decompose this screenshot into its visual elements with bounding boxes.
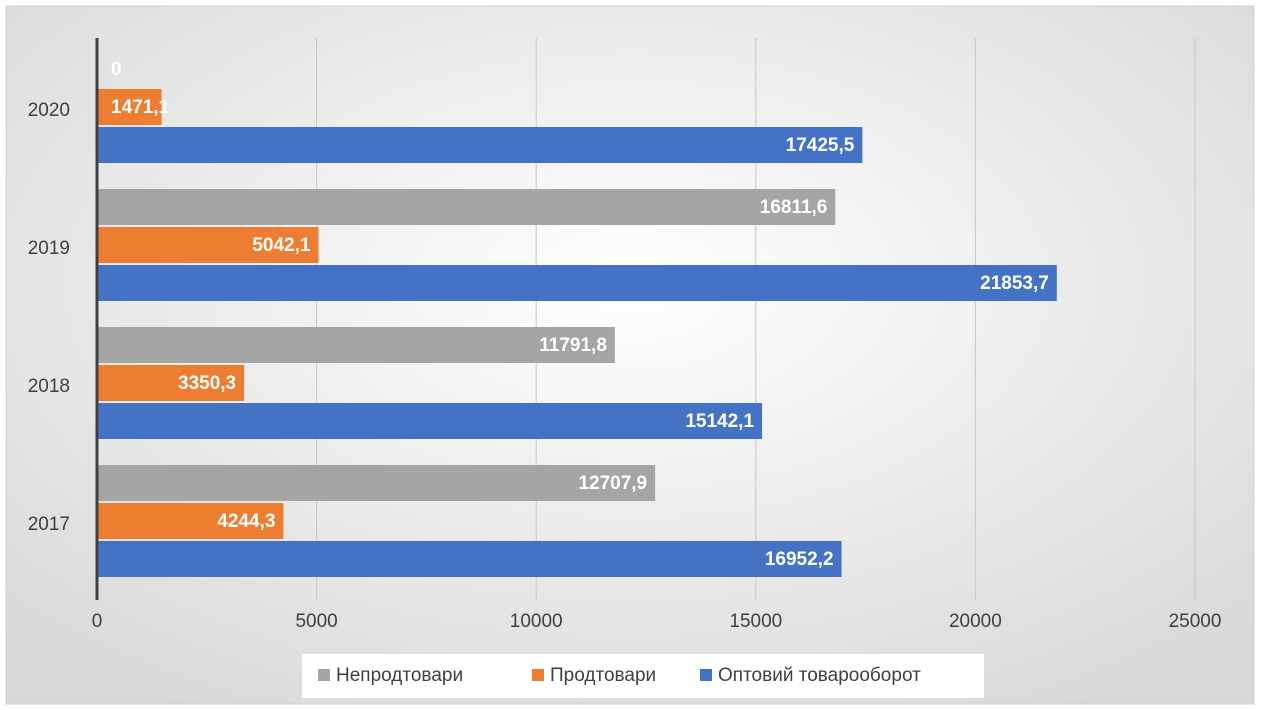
- bar: [97, 365, 245, 401]
- x-tick-label: 25000: [1169, 611, 1222, 632]
- bar: [97, 227, 319, 263]
- bar: [97, 189, 836, 225]
- value-label: 21853,7: [980, 273, 1049, 294]
- bar: [97, 89, 162, 125]
- bar: [97, 265, 1057, 301]
- y-tick-label: 2019: [28, 238, 70, 259]
- value-label: 5042,1: [252, 235, 311, 256]
- x-tick-label: 20000: [949, 611, 1002, 632]
- legend-swatch: [318, 669, 330, 681]
- value-label: 16952,2: [765, 549, 834, 570]
- value-label: 12707,9: [578, 473, 647, 494]
- x-tick-label: 15000: [729, 611, 782, 632]
- value-label: 16811,6: [760, 197, 828, 218]
- bar: [97, 403, 763, 439]
- bar: [97, 127, 863, 163]
- legend-label: Оптовий товарооборот: [718, 665, 921, 686]
- value-label: 1471,1: [111, 97, 170, 118]
- legend-label: Продтовари: [550, 665, 656, 686]
- value-label: 0: [111, 59, 122, 80]
- y-tick-label: 2018: [28, 376, 70, 397]
- bar: [97, 503, 284, 539]
- value-label: 17425,5: [786, 135, 855, 156]
- bar: [97, 465, 656, 501]
- legend-swatch: [532, 669, 544, 681]
- x-tick-label: 5000: [295, 611, 337, 632]
- bar: [97, 541, 842, 577]
- value-label: 11791,8: [539, 335, 607, 356]
- x-tick-label: 0: [92, 611, 103, 632]
- legend-box: [302, 654, 984, 698]
- y-tick-label: 2020: [28, 100, 70, 121]
- value-label: 4244,3: [217, 511, 275, 532]
- value-label: 15142,1: [685, 411, 754, 432]
- value-label: 3350,3: [178, 373, 236, 394]
- bar: [97, 327, 615, 363]
- legend-swatch: [700, 669, 712, 681]
- y-tick-label: 2017: [28, 514, 70, 535]
- legend-label: Непродтовари: [336, 665, 463, 686]
- x-tick-label: 10000: [510, 611, 563, 632]
